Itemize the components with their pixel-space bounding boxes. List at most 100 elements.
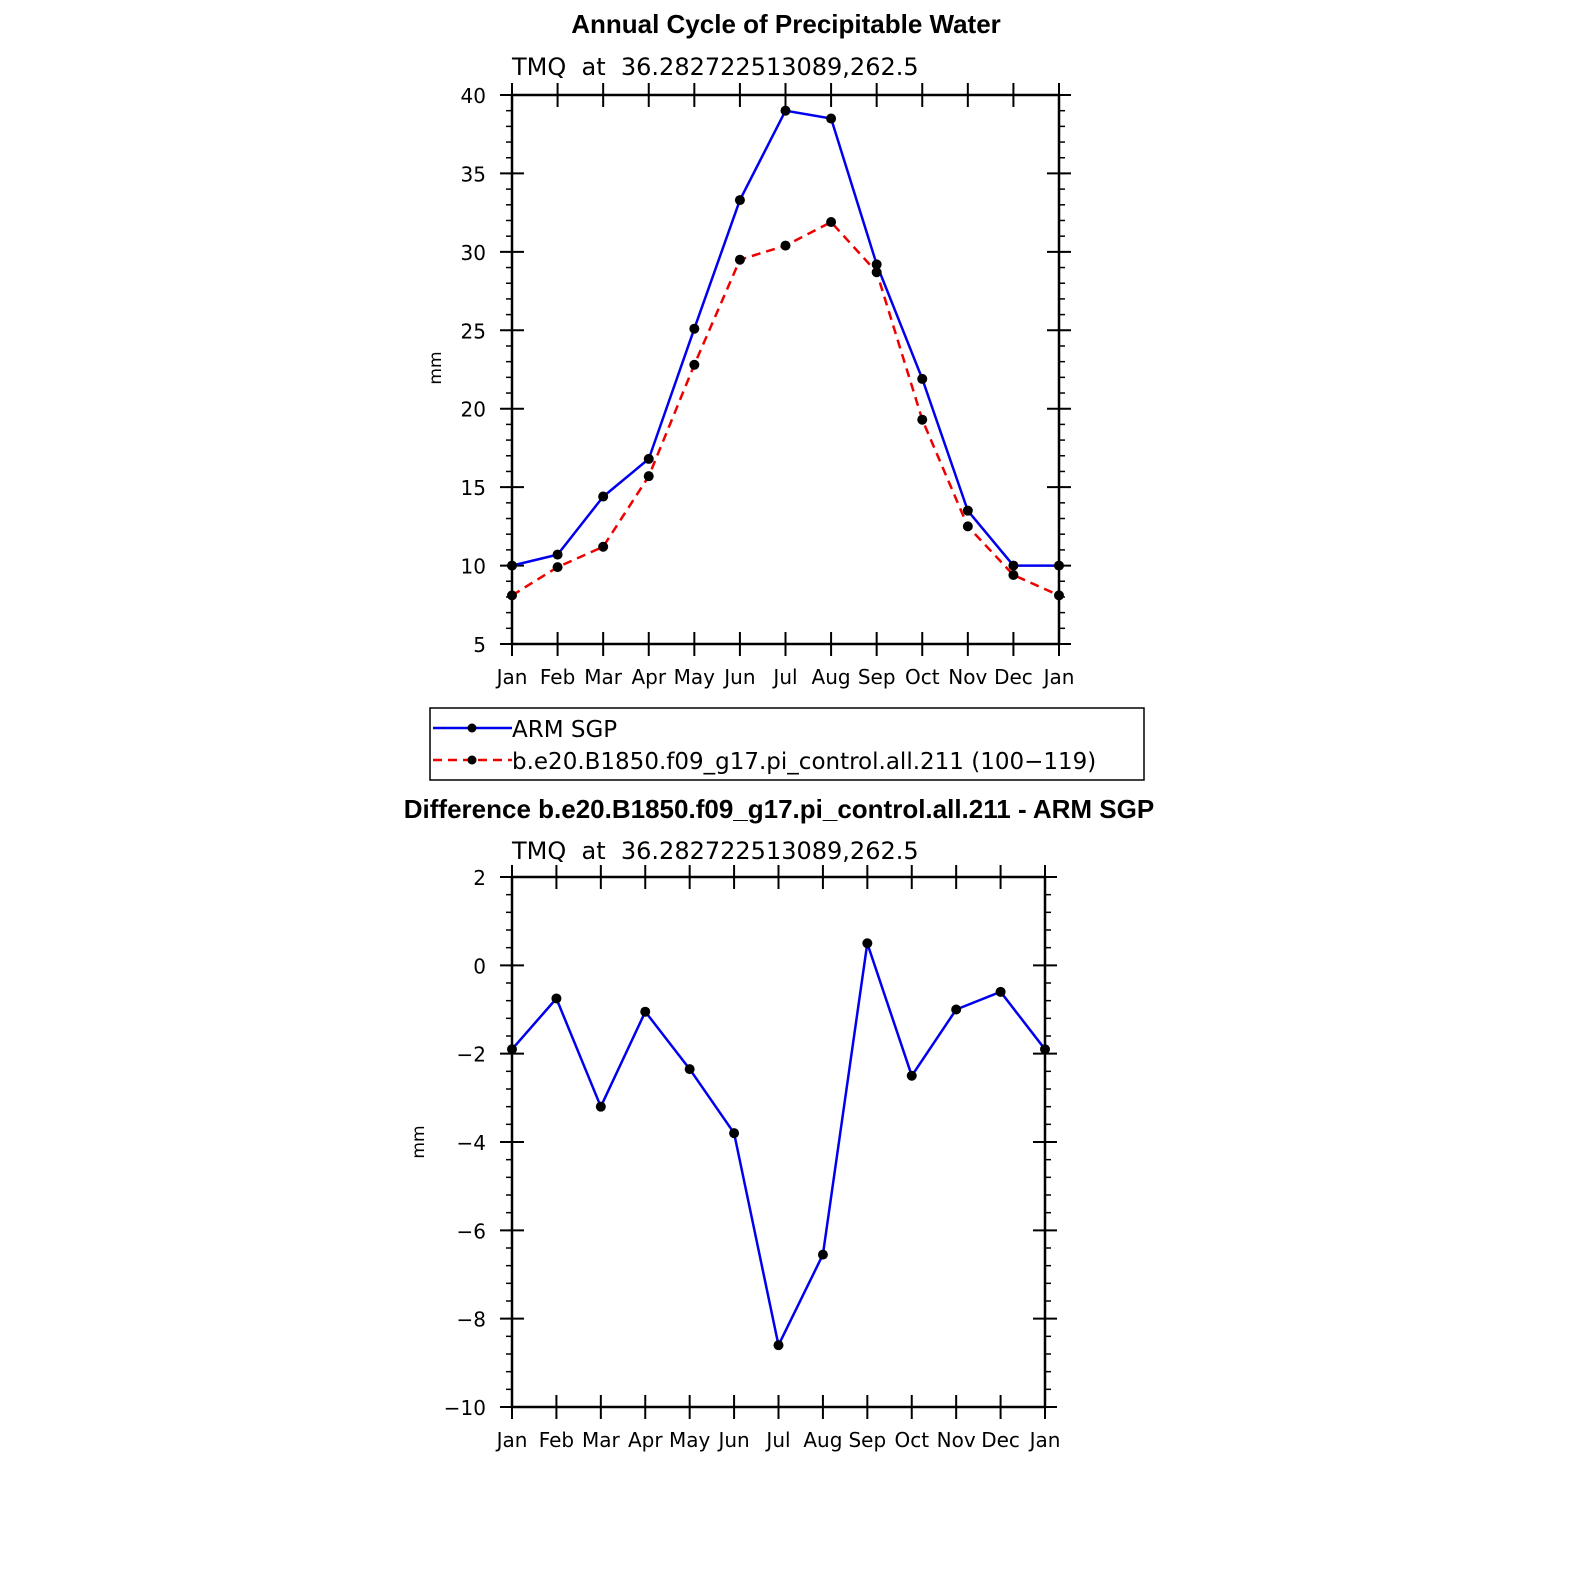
data-point <box>917 373 928 384</box>
x-tick-label: Dec <box>981 1428 1020 1452</box>
x-tick-label: Feb <box>540 665 575 689</box>
x-tick-label: Jul <box>764 1428 790 1452</box>
y-tick-label: 25 <box>461 319 486 343</box>
data-point <box>951 1004 962 1015</box>
x-tick-labels: Jan Feb Mar Apr May Jun Jul Aug Sep Oct Nov Dec Jan <box>495 665 1075 689</box>
legend-label: ARM SGP <box>512 717 617 743</box>
x-tick-label: May <box>669 1428 711 1452</box>
x-tick-label: May <box>674 665 716 689</box>
x-tick-label: Jan <box>495 665 528 689</box>
y-tick-label: 10 <box>461 555 486 579</box>
chart-subtitle: TMQ at 36.282722513089,262.5 <box>511 53 919 81</box>
x-tick-label: Feb <box>539 1428 574 1452</box>
x-tick-label: Jun <box>716 1428 749 1452</box>
data-point <box>734 254 745 265</box>
chart-subtitle: TMQ at 36.282722513089,262.5 <box>511 837 919 865</box>
x-tick-label: Jan <box>495 1428 528 1452</box>
data-point <box>826 113 837 124</box>
data-point <box>734 195 745 206</box>
data-point <box>826 217 837 228</box>
y-tick-label: 30 <box>461 241 486 265</box>
plot-frame <box>510 93 1061 646</box>
legend-marker <box>467 723 477 733</box>
y-tick-label: 35 <box>461 162 486 186</box>
y-tick-label: −8 <box>457 1308 486 1332</box>
y-tick-label: 40 <box>461 84 486 108</box>
data-point <box>595 1101 606 1112</box>
data-point <box>1008 560 1019 571</box>
plot-frame <box>510 875 1047 1409</box>
y-tick-label: 0 <box>473 954 486 978</box>
x-tick-label: Aug <box>812 665 851 689</box>
data-point <box>552 549 563 560</box>
tick-marks <box>500 83 1071 656</box>
panel-annual-cycle: Annual Cycle of Precipitable Water TMQ a… <box>426 9 1145 781</box>
x-tick-label: Jan <box>1028 1428 1061 1452</box>
legend-label: b.e20.B1850.f09_g17.pi_control.all.211 (… <box>512 749 1096 775</box>
data-point <box>962 521 973 532</box>
y-tick-label: 20 <box>461 398 486 422</box>
data-point <box>995 986 1006 997</box>
y-axis-label: mm <box>409 1125 429 1158</box>
data-point <box>773 1340 784 1351</box>
x-tick-label: Mar <box>582 1428 621 1452</box>
data-point <box>906 1070 917 1081</box>
legend-item-arm-sgp: ARM SGP <box>433 717 617 743</box>
x-tick-label: Apr <box>628 1428 663 1452</box>
series-line-0 <box>511 109 1059 567</box>
chart-title: Annual Cycle of Precipitable Water <box>571 9 1001 39</box>
tick-marks <box>500 865 1057 1419</box>
data-point <box>917 414 928 425</box>
data-point <box>684 1064 695 1075</box>
series-group <box>507 105 1064 601</box>
x-tick-label: Jul <box>771 665 797 689</box>
y-axis-label: mm <box>426 351 446 384</box>
data-point <box>689 323 700 334</box>
legend: ARM SGP b.e20.B1850.f09_g17.pi_control.a… <box>429 707 1145 781</box>
data-point <box>729 1128 740 1139</box>
chart-title: Difference b.e20.B1850.f09_g17.pi_contro… <box>404 794 1154 824</box>
x-tick-label: Apr <box>631 665 666 689</box>
data-point <box>643 453 654 464</box>
x-tick-label: Nov <box>937 1428 976 1452</box>
x-tick-label: Mar <box>584 665 623 689</box>
y-tick-label: 5 <box>473 633 486 657</box>
x-tick-label: Sep <box>848 1428 886 1452</box>
x-tick-label: Jun <box>722 665 755 689</box>
legend-box <box>429 707 1145 781</box>
y-tick-label: −10 <box>444 1396 486 1420</box>
y-tick-labels: 5 10 15 20 25 30 35 40 <box>461 84 486 657</box>
x-tick-label: Dec <box>994 665 1033 689</box>
data-point <box>598 491 609 502</box>
x-tick-labels: Jan Feb Mar Apr May Jun Jul Aug Sep Oct Nov Dec Jan <box>495 1428 1061 1452</box>
legend-marker <box>467 755 477 765</box>
data-point <box>598 541 609 552</box>
data-point <box>871 259 882 270</box>
x-tick-label: Oct <box>905 665 940 689</box>
data-point <box>689 359 700 370</box>
data-point <box>1008 569 1019 580</box>
series-line-0 <box>511 942 1046 1347</box>
data-point <box>551 993 562 1004</box>
data-point <box>640 1006 651 1017</box>
series-group <box>507 938 1050 1351</box>
x-tick-label: Jan <box>1042 665 1075 689</box>
data-point <box>552 562 563 573</box>
data-point <box>962 505 973 516</box>
x-tick-label: Sep <box>858 665 896 689</box>
data-point <box>862 938 873 949</box>
data-point <box>780 240 791 251</box>
x-tick-label: Nov <box>948 665 987 689</box>
data-point <box>871 267 882 278</box>
y-tick-label: −4 <box>457 1131 486 1155</box>
x-tick-label: Aug <box>803 1428 842 1452</box>
panel-difference: Difference b.e20.B1850.f09_g17.pi_contro… <box>404 794 1154 1452</box>
x-tick-label: Oct <box>894 1428 929 1452</box>
data-point <box>780 105 791 116</box>
y-tick-label: −6 <box>457 1219 486 1243</box>
data-point <box>643 471 654 482</box>
data-point <box>817 1249 828 1260</box>
y-tick-labels: −10 −8 −6 −4 −2 0 2 <box>444 866 486 1420</box>
y-tick-label: 15 <box>461 476 486 500</box>
